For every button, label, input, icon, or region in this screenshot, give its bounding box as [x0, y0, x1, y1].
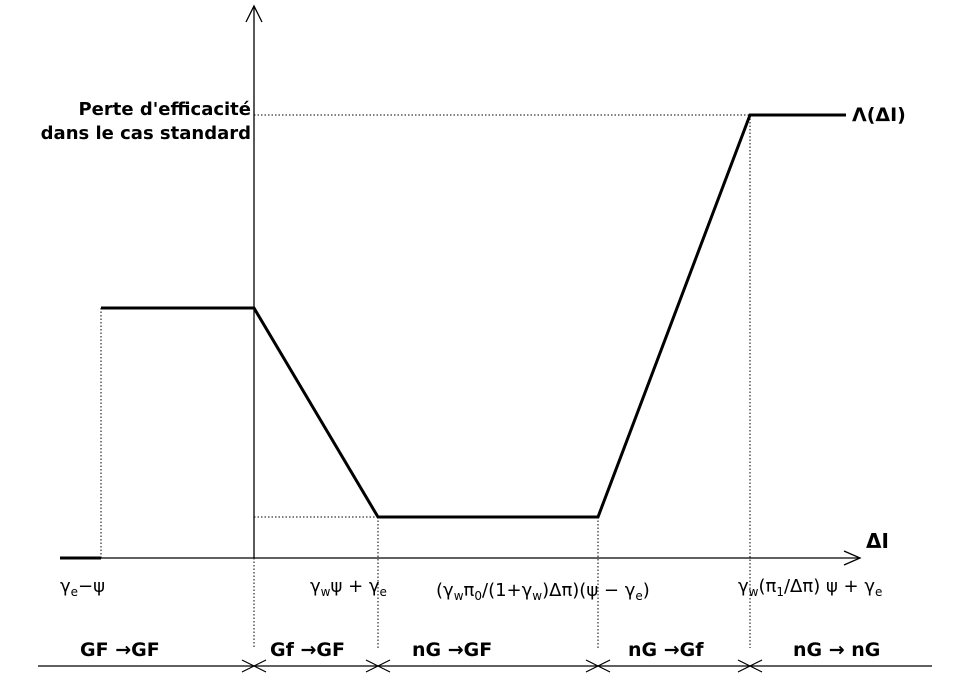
y-axis-arrowhead — [245, 4, 263, 23]
tick-label-4-part3: /Δπ) ψ + γ — [783, 576, 875, 597]
tick-label-3-sub3: w — [532, 589, 543, 603]
regime-label-2: Gf →GF — [270, 639, 345, 661]
tick-label-4-sub: w — [748, 585, 759, 599]
tick-label-4-sub2: 1 — [776, 585, 784, 599]
tick-label-3-sub: w — [453, 589, 464, 603]
tick-label-2-part: γ — [310, 576, 321, 597]
tick-label-2-part2: ψ + γ — [330, 576, 380, 597]
efficiency-loss-curve — [60, 113, 846, 560]
tick-label-3-part3: /(1+γ — [482, 580, 533, 601]
guide-lines — [100, 114, 751, 648]
tick-label-4: γw(π1/Δπ) ψ + γe — [738, 576, 883, 599]
curve-label: Λ(ΔI) — [852, 104, 906, 126]
y-axis-title-line1: Perte d'efficacité — [78, 99, 251, 120]
tick-label-2: γwψ + γe — [310, 576, 387, 599]
boundary-mark-3 — [585, 659, 611, 673]
tick-label-3-part2: π — [463, 580, 475, 601]
tick-label-3-sub4: e — [635, 589, 643, 603]
tick-label-3-part4: )Δπ)(ψ − γ — [542, 580, 636, 601]
regime-label-5: nG → nG — [793, 639, 881, 661]
tick-label-1-sub: e — [70, 585, 79, 599]
regime-label-1: GF →GF — [80, 639, 160, 661]
tick-label-1-part2: −ψ — [78, 576, 106, 597]
boundary-mark-2 — [365, 659, 391, 673]
curve-segment-main — [101, 113, 846, 519]
x-axis-label: ΔI — [866, 529, 889, 553]
regime-label-3: nG →GF — [412, 639, 493, 661]
tick-label-2-sub: w — [320, 585, 331, 599]
tick-label-4-sub3: e — [875, 585, 883, 599]
tick-label-3-part: (γ — [436, 580, 454, 601]
tick-label-4-part: γ — [738, 576, 749, 597]
y-axis-title-line2: dans le cas standard — [40, 123, 251, 145]
regime-label-4: nG →Gf — [628, 639, 704, 661]
regime-boundary-marks — [241, 659, 763, 673]
tick-label-3-part5: ) — [642, 580, 650, 601]
tick-label-2-sub2: e — [379, 585, 387, 599]
tick-label-4-part2: (π — [758, 576, 777, 597]
tick-label-3-sub2: 0 — [474, 589, 482, 603]
x-axis-arrowhead — [843, 550, 862, 566]
boundary-mark-4 — [737, 659, 763, 673]
tick-label-1: γe−ψ — [60, 576, 106, 599]
y-axis-title: Perte d'efficacité dans le cas standard — [41, 98, 251, 147]
tick-label-3: (γwπ0/(1+γw)Δπ)(ψ − γe) — [436, 580, 650, 603]
boundary-mark-1 — [241, 659, 267, 673]
tick-label-1-part: γ — [60, 576, 71, 597]
